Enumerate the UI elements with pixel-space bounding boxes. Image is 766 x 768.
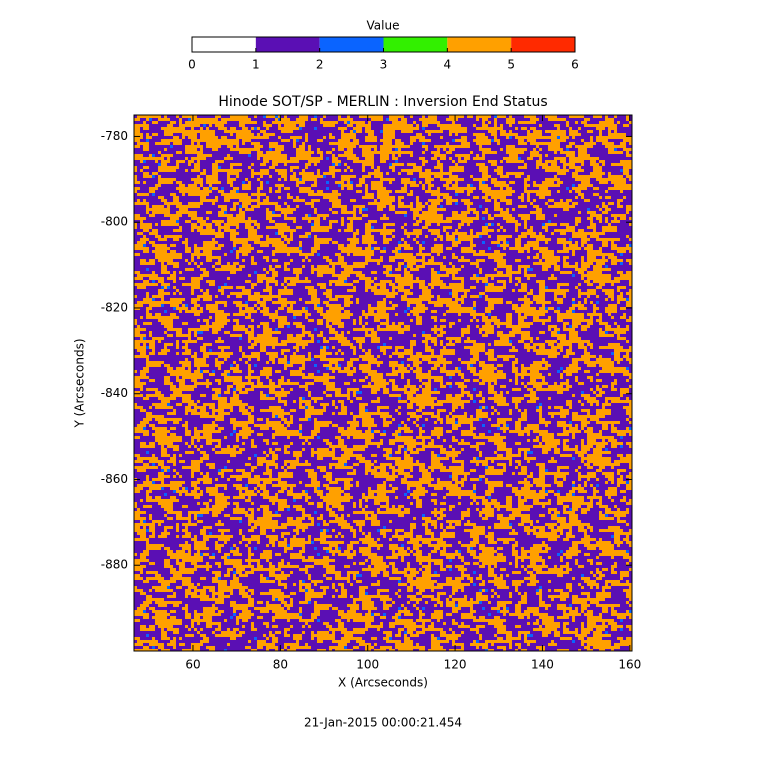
y-axis-label: Y (Arcseconds): [73, 338, 87, 428]
y-tick-label: -880: [101, 558, 128, 572]
x-axis-label: X (Arcseconds): [338, 676, 428, 690]
y-tick-label: -820: [101, 300, 128, 314]
x-tick-label: 60: [185, 658, 200, 672]
x-tick-label: 120: [444, 658, 467, 672]
colorbar-segment: [511, 37, 575, 52]
x-tick-label: 80: [273, 658, 288, 672]
colorbar-segment: [192, 37, 256, 52]
colorbar-tick-label: 6: [571, 58, 579, 72]
colorbar-segment: [319, 37, 384, 52]
x-tick-label: 140: [531, 658, 554, 672]
colorbar-segment: [255, 37, 320, 52]
y-tick-label: -860: [101, 472, 128, 486]
colorbar-tick-label: 4: [444, 58, 452, 72]
colorbar-segment: [383, 37, 448, 52]
colorbar-tick-label: 2: [316, 58, 324, 72]
x-tick-label: 100: [356, 658, 379, 672]
y-tick-label: -840: [101, 386, 128, 400]
colorbar-title: Value: [367, 19, 400, 33]
colorbar-tick-label: 3: [380, 58, 388, 72]
colorbar-tick-label: 5: [507, 58, 515, 72]
colorbar-tick-label: 0: [188, 58, 196, 72]
colorbar-tick-label: 1: [252, 58, 260, 72]
y-tick-label: -780: [101, 129, 128, 143]
chart-title: Hinode SOT/SP - MERLIN : Inversion End S…: [218, 94, 547, 110]
footer-date: 21-Jan-2015 00:00:21.454: [304, 716, 462, 730]
x-tick-label: 160: [618, 658, 641, 672]
field-texture: [134, 115, 632, 651]
y-tick-label: -800: [101, 215, 128, 229]
colorbar-segment: [447, 37, 512, 52]
plot-frame: [133, 114, 633, 652]
